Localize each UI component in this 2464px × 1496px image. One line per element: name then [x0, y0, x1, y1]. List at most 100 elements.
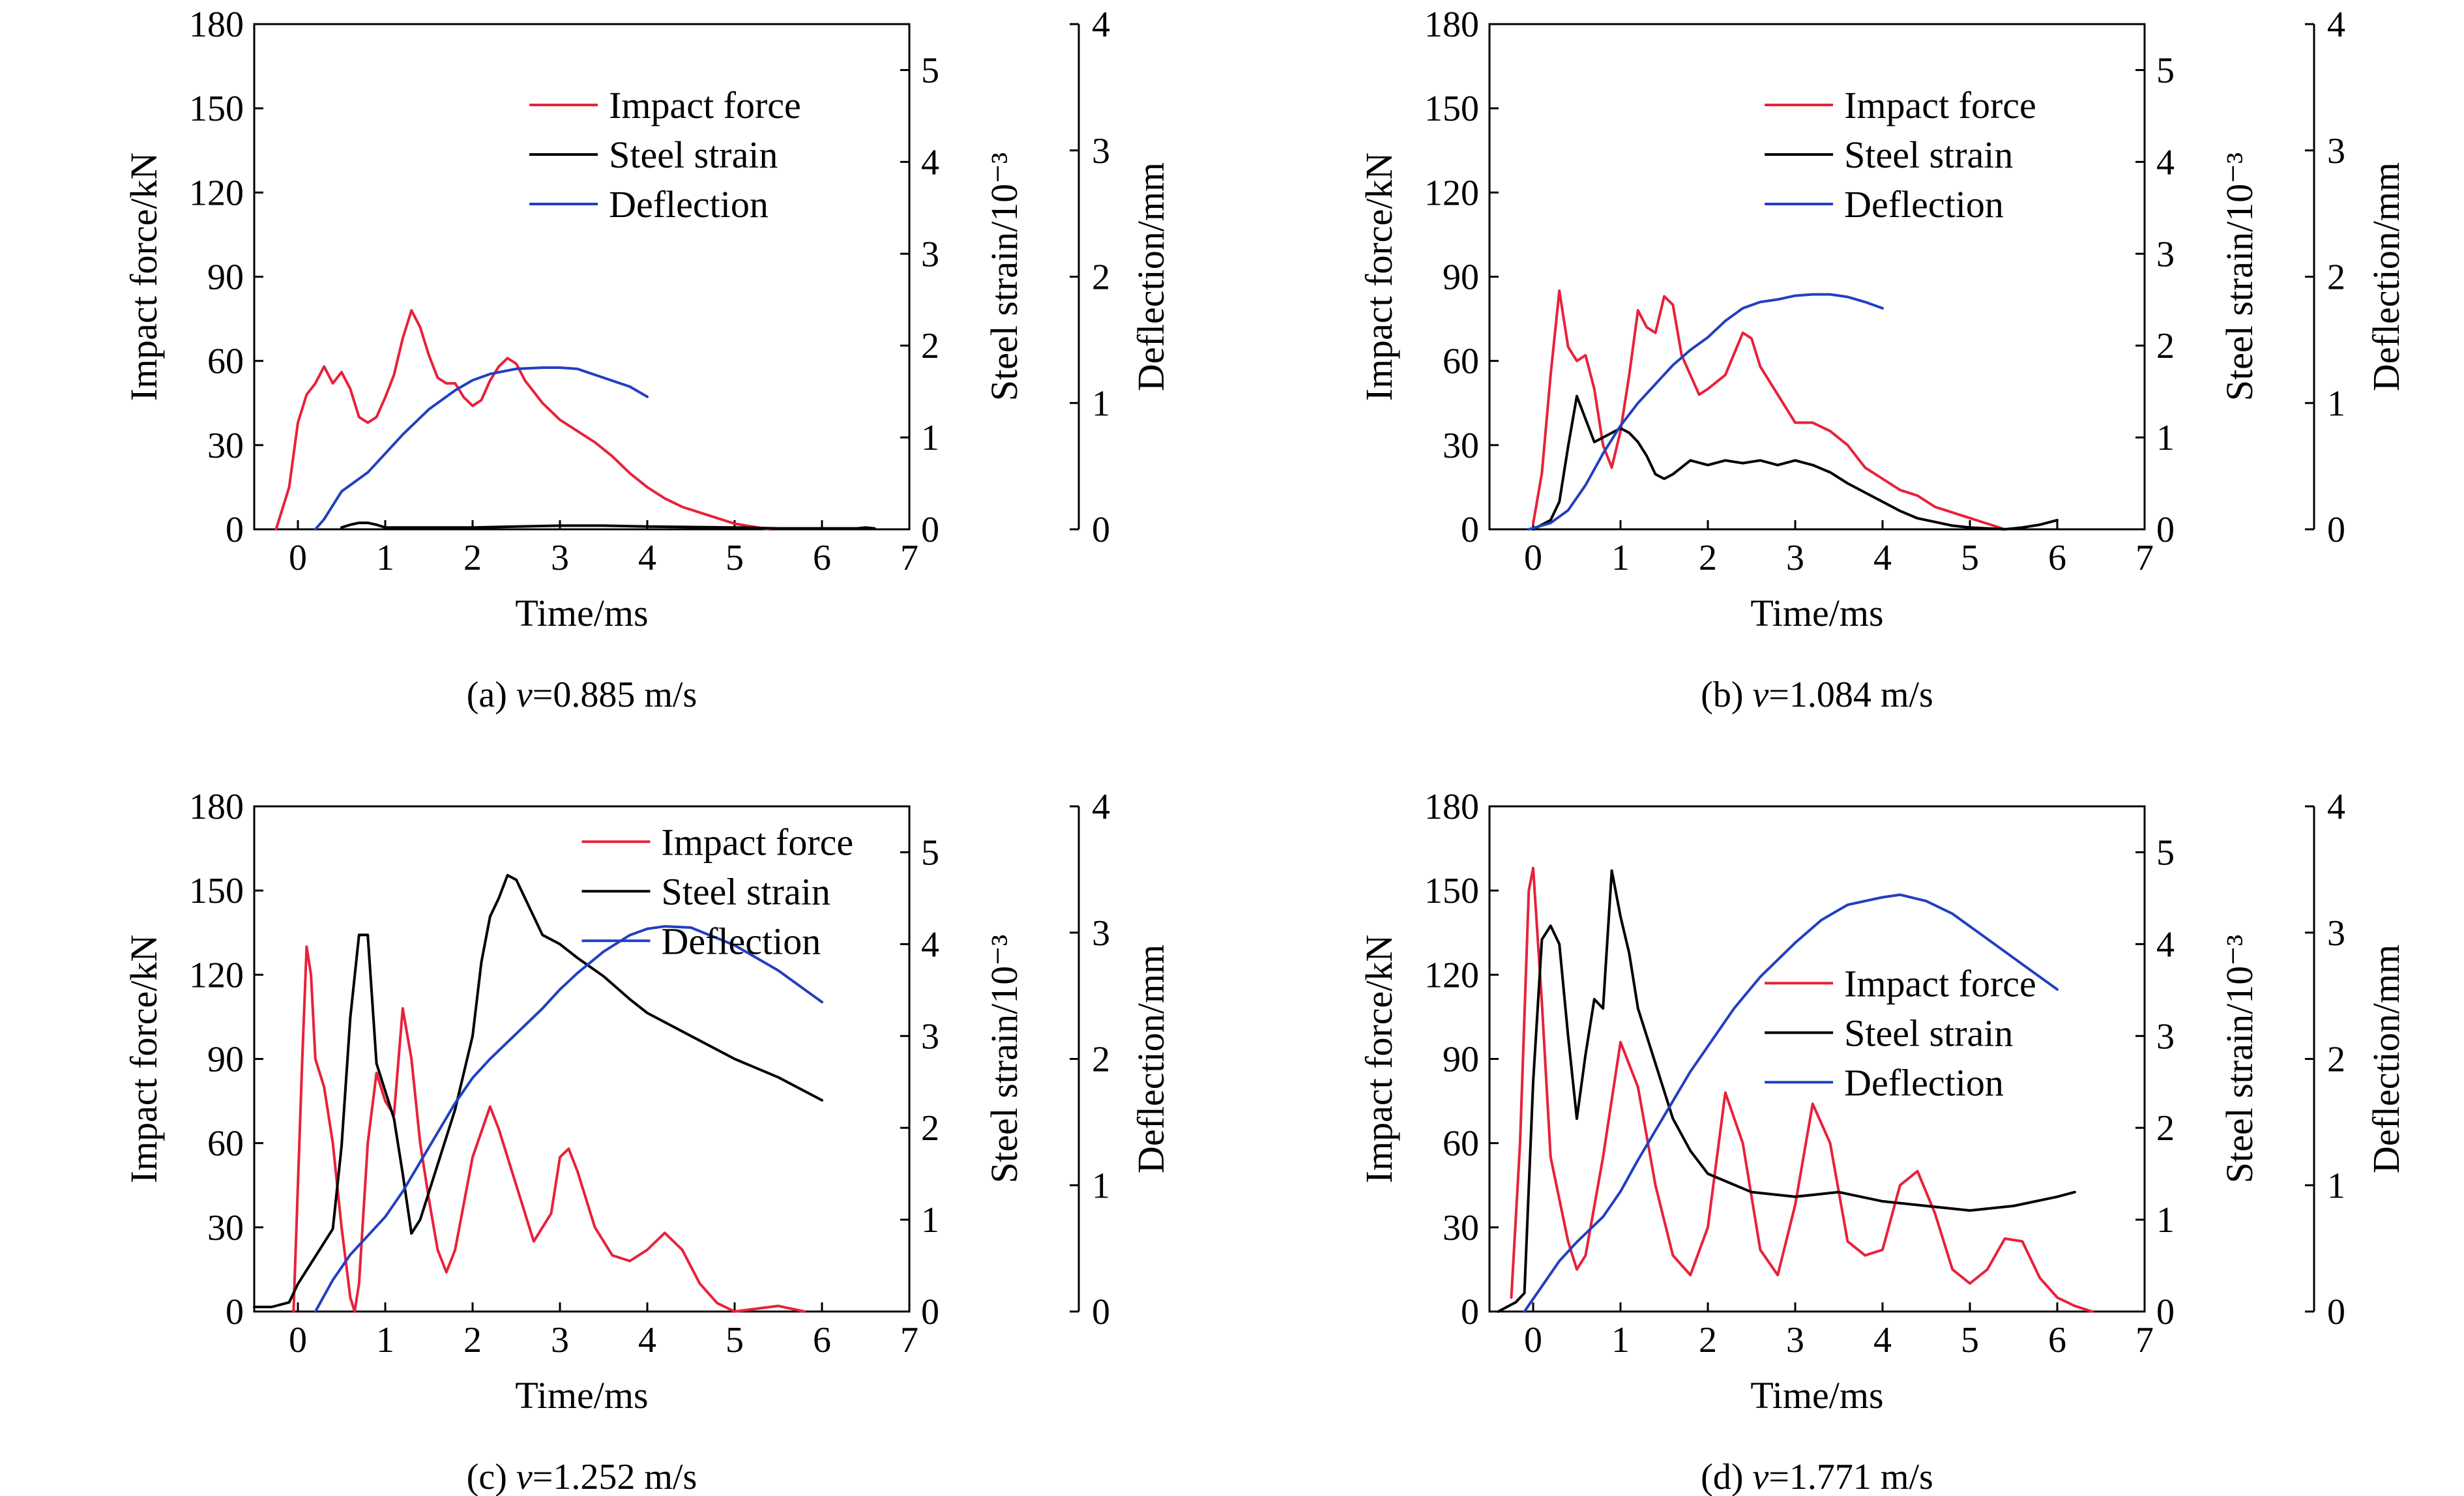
- y-right1-tick-label: 1: [921, 1200, 939, 1240]
- y-right2-tick-label: 1: [2327, 1166, 2345, 1206]
- y-left-tick-label: 150: [189, 871, 244, 911]
- series-line-impact-force: [1510, 866, 2094, 1313]
- x-tick-label: 1: [1611, 538, 1630, 578]
- x-axis-title: Time/ms: [515, 592, 648, 634]
- y-left-tick-label: 0: [1461, 1292, 1479, 1332]
- x-tick-label: 1: [1611, 1320, 1630, 1360]
- y-right1-tick-label: 1: [2156, 1200, 2175, 1240]
- y-right1-tick-label: 3: [2156, 234, 2175, 274]
- x-tick-label: 7: [2135, 1320, 2154, 1360]
- y-left-tick-label: 150: [189, 89, 244, 129]
- x-tick-label: 3: [1786, 538, 1804, 578]
- y-left-tick-label: 60: [207, 342, 244, 382]
- y-left-axis-title: Impact force/kN: [123, 153, 165, 402]
- y-right1-tick-label: 5: [2156, 832, 2175, 873]
- y-right1-axis-title: Steel strain/10⁻³: [983, 153, 1025, 401]
- series-line-impact-force: [1532, 289, 2006, 531]
- panel-caption: (b) v=1.084 m/s: [1701, 675, 1933, 715]
- chart-panel-2: 0 1 2 3 4 5 6 7030609012015018001234501234Time/…: [123, 787, 1172, 1496]
- x-tick-label: 5: [1961, 1320, 1979, 1360]
- y-right2-tick-label: 2: [1092, 1040, 1110, 1080]
- y-right1-tick-label: 2: [2156, 326, 2175, 366]
- x-tick-label: 4: [1873, 1320, 1892, 1360]
- y-right2-axis-title: Deflection/mm: [2365, 945, 2407, 1173]
- y-left-tick-label: 90: [1443, 1040, 1479, 1080]
- y-left-tick-label: 60: [1443, 342, 1479, 382]
- y-right1-tick-label: 4: [2156, 142, 2175, 183]
- y-left-tick-label: 120: [189, 173, 244, 213]
- x-tick-label: 1: [376, 1320, 394, 1360]
- x-tick-label: 4: [638, 1320, 656, 1360]
- y-right1-tick-label: 4: [921, 142, 939, 183]
- x-tick-label: 7: [900, 1320, 918, 1360]
- y-right1-tick-label: 2: [921, 1108, 939, 1149]
- legend-label: Steel strain: [1844, 134, 2013, 176]
- x-axis-title: Time/ms: [515, 1374, 648, 1416]
- y-right2-tick-label: 3: [2327, 131, 2345, 171]
- series-line-impact-force: [274, 309, 771, 531]
- x-tick-label: 6: [2048, 538, 2066, 578]
- y-left-tick-label: 90: [1443, 257, 1479, 298]
- y-left-tick-label: 150: [1424, 871, 1479, 911]
- series-line-deflection: [314, 925, 823, 1313]
- legend-label: Deflection: [1844, 183, 2004, 226]
- y-right2-tick-label: 1: [1092, 383, 1110, 424]
- x-tick-label: 4: [638, 538, 656, 578]
- chart-panel-1: 0 1 2 3 4 5 6 7030609012015018001234501234Time/…: [1358, 5, 2407, 715]
- x-tick-label: 2: [1699, 538, 1717, 578]
- y-right1-tick-label: 4: [921, 924, 939, 965]
- y-left-tick-label: 90: [207, 1040, 244, 1080]
- y-right2-tick-label: 4: [2327, 5, 2345, 45]
- y-right2-tick-label: 3: [1092, 131, 1110, 171]
- y-left-tick-label: 60: [1443, 1124, 1479, 1164]
- y-right2-tick-label: 3: [1092, 913, 1110, 954]
- y-left-tick-label: 120: [1424, 173, 1479, 213]
- y-right1-tick-label: 0: [2156, 1292, 2175, 1332]
- y-right1-tick-label: 2: [921, 326, 939, 366]
- legend-label: Impact force: [1844, 962, 2036, 1005]
- y-right1-axis-title: Steel strain/10⁻³: [2218, 153, 2261, 401]
- series-line-deflection: [314, 366, 649, 531]
- y-right1-tick-label: 3: [921, 234, 939, 274]
- plot-frame: [253, 23, 911, 531]
- x-tick-label: 7: [900, 538, 918, 578]
- x-tick-label: 0: [1524, 538, 1542, 578]
- y-right2-tick-label: 4: [1092, 5, 1110, 45]
- y-right2-tick-label: 2: [2327, 1040, 2345, 1080]
- y-left-tick-label: 0: [1461, 510, 1479, 550]
- series-line-steel-strain: [1497, 869, 2076, 1313]
- y-left-tick-label: 120: [189, 955, 244, 995]
- y-left-tick-label: 30: [207, 1208, 244, 1248]
- y-right2-tick-label: 2: [1092, 257, 1110, 298]
- legend-label: Steel strain: [662, 870, 830, 913]
- y-right1-axis-title: Steel strain/10⁻³: [2218, 935, 2261, 1183]
- y-right1-tick-label: 2: [2156, 1108, 2175, 1149]
- y-right2-tick-label: 1: [1092, 1166, 1110, 1206]
- y-right2-tick-label: 4: [2327, 787, 2345, 827]
- y-right1-tick-label: 5: [2156, 50, 2175, 91]
- x-axis-title: Time/ms: [1750, 1374, 1883, 1416]
- y-left-tick-label: 0: [226, 510, 244, 550]
- x-tick-label: 6: [813, 538, 831, 578]
- chart-panel-3: 0 1 2 3 4 5 6 7030609012015018001234501234Time/…: [1358, 787, 2407, 1496]
- y-left-tick-label: 150: [1424, 89, 1479, 129]
- plot-frame: [1488, 23, 2146, 531]
- y-right1-tick-label: 0: [921, 1292, 939, 1332]
- y-right1-tick-label: 0: [2156, 510, 2175, 550]
- x-tick-label: 6: [2048, 1320, 2066, 1360]
- x-tick-label: 4: [1873, 538, 1892, 578]
- y-left-tick-label: 30: [207, 426, 244, 466]
- x-tick-label: 5: [726, 538, 744, 578]
- y-right1-tick-label: 5: [921, 832, 939, 873]
- y-left-axis-title: Impact force/kN: [123, 935, 165, 1184]
- y-left-axis-title: Impact force/kN: [1358, 935, 1400, 1184]
- x-axis-title: Time/ms: [1750, 592, 1883, 634]
- y-right1-tick-label: 4: [2156, 924, 2175, 965]
- y-right2-tick-label: 3: [2327, 913, 2345, 954]
- y-right2-tick-label: 0: [2327, 510, 2345, 550]
- y-left-tick-label: 60: [207, 1124, 244, 1164]
- y-right2-tick-label: 0: [2327, 1292, 2345, 1332]
- y-right1-tick-label: 3: [2156, 1016, 2175, 1057]
- panel-caption: (c) v=1.252 m/s: [467, 1457, 697, 1496]
